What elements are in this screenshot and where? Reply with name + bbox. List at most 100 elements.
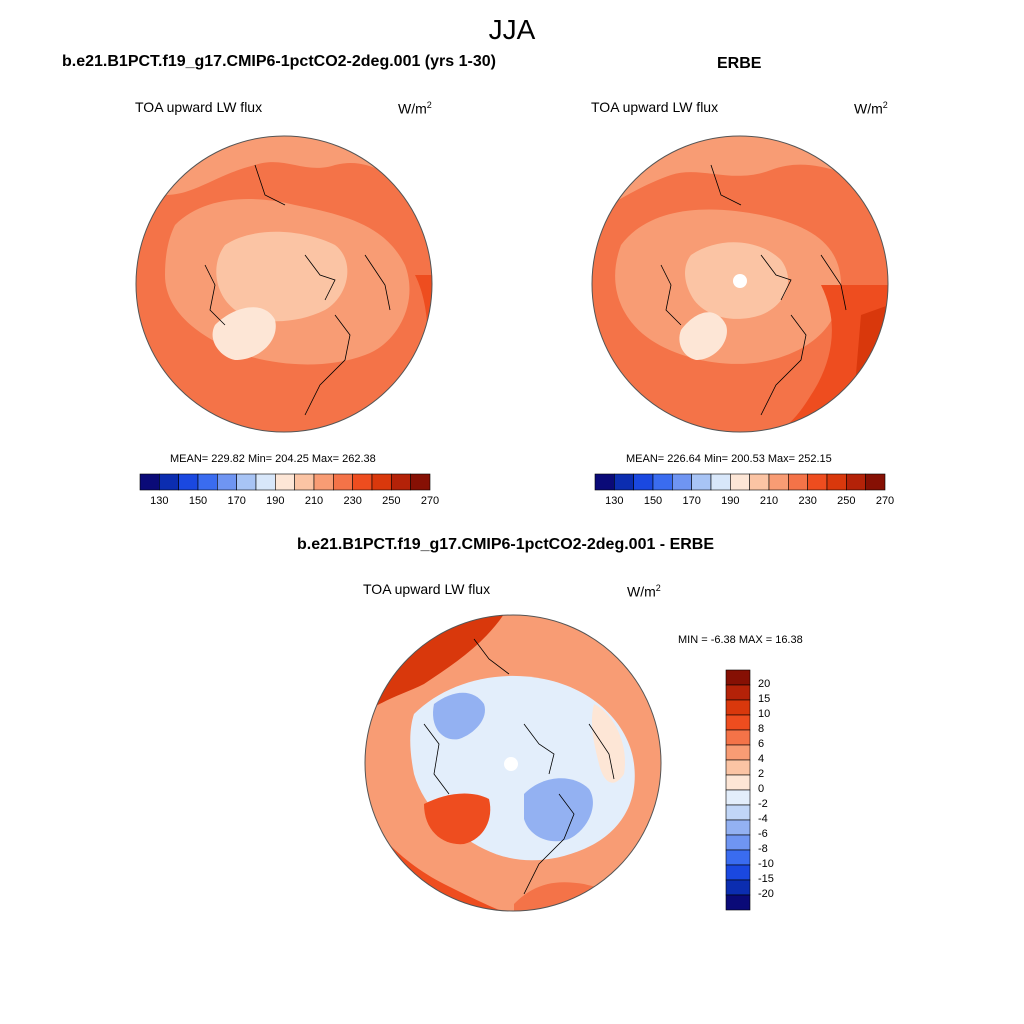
colorbar-swatch: [652, 473, 673, 491]
colorbar-tick-label: 0: [758, 783, 765, 795]
colorbar-swatch: [788, 473, 808, 491]
colorbar-swatch: [725, 729, 751, 746]
colorbar-tick-label: 20: [758, 678, 771, 690]
model-colorbar: [139, 473, 431, 491]
model-coastlines: [204, 164, 391, 416]
colorbar-tick-label: -8: [758, 843, 768, 855]
colorbar-swatch: [725, 684, 751, 701]
model-polar-map: [135, 135, 433, 433]
model-field-contour: [216, 231, 348, 322]
colorbar-swatch: [807, 473, 828, 491]
colorbar-swatch: [725, 759, 751, 776]
colorbar-swatch: [725, 864, 751, 881]
colorbar-swatch: [749, 473, 770, 491]
diff-field-contour: [424, 793, 491, 845]
colorbar-swatch: [255, 473, 276, 491]
colorbar-tick-label: 170: [682, 495, 701, 507]
colorbar-swatch: [865, 473, 886, 491]
colorbar-tick-label: 270: [875, 495, 895, 507]
colorbar-swatch: [275, 473, 295, 491]
colorbar-swatch: [725, 669, 751, 686]
colorbar-swatch: [352, 473, 373, 491]
diff-variable-label: TOA upward LW flux: [363, 581, 491, 597]
colorbar-swatch: [294, 473, 315, 491]
colorbar-tick-label: -10: [758, 858, 774, 870]
colorbar-tick-label: 150: [188, 495, 208, 507]
diff-stats-label: MIN = -6.38 MAX = 16.38: [678, 634, 803, 646]
colorbar-swatch: [725, 804, 751, 821]
model-stats-label: MEAN= 229.82 Min= 204.25 Max= 262.38: [170, 453, 376, 465]
diff-field-contour: [433, 692, 485, 740]
colorbar-swatch: [725, 879, 751, 896]
obs-polar-map: [591, 135, 889, 433]
diff-polar-map: [364, 614, 662, 912]
colorbar-tick-label: 2: [758, 768, 765, 780]
obs-stats-label: MEAN= 226.64 Min= 200.53 Max= 252.15: [626, 453, 832, 465]
colorbar-swatch: [725, 894, 751, 911]
colorbar-tick-label: 150: [643, 495, 663, 507]
colorbar-tick-label: -15: [758, 873, 774, 885]
obs-units-label: W/m2: [854, 100, 888, 117]
diff-field-contour: [591, 704, 625, 783]
diff-colorbar: [725, 669, 751, 911]
colorbar-swatch: [725, 789, 751, 806]
colorbar-tick-label: 8: [758, 723, 765, 735]
colorbar-tick-label: -2: [758, 798, 768, 810]
colorbar-swatch: [159, 473, 179, 491]
colorbar-swatch: [691, 473, 712, 491]
obs-missing-pole: [733, 274, 747, 288]
colorbar-tick-label: 230: [798, 495, 817, 507]
colorbar-swatch: [594, 473, 615, 491]
diff-field-contour: [524, 778, 593, 842]
colorbar-tick-label: -4: [758, 813, 768, 825]
colorbar-swatch: [236, 473, 257, 491]
colorbar-swatch: [725, 774, 751, 791]
diff-units-label: W/m2: [627, 583, 661, 600]
colorbar-tick-label: 4: [758, 753, 765, 765]
colorbar-swatch: [178, 473, 199, 491]
obs-panel-title: ERBE: [717, 55, 762, 72]
colorbar-swatch: [672, 473, 692, 491]
season-title: JJA: [488, 14, 536, 45]
colorbar-swatch: [730, 473, 750, 491]
colorbar-tick-label: 250: [382, 495, 401, 507]
colorbar-tick-label: 190: [266, 495, 285, 507]
colorbar-tick-label: -20: [758, 888, 774, 900]
model-map-border: [135, 135, 433, 433]
colorbar-swatch: [633, 473, 654, 491]
colorbar-swatch: [333, 473, 353, 491]
colorbar-swatch: [725, 699, 751, 716]
obs-map-border: [591, 135, 889, 433]
colorbar-swatch: [391, 473, 411, 491]
diff-coastlines: [423, 638, 615, 895]
model-variable-label: TOA upward LW flux: [135, 99, 263, 115]
colorbar-tick-label: 250: [837, 495, 856, 507]
colorbar-swatch: [139, 473, 160, 491]
colorbar-swatch: [313, 473, 334, 491]
diff-missing-pole: [504, 757, 518, 771]
colorbar-swatch: [710, 473, 731, 491]
diff-map-border: [364, 614, 662, 912]
colorbar-tick-label: 270: [420, 495, 440, 507]
colorbar-swatch: [846, 473, 866, 491]
colorbar-tick-label: -6: [758, 828, 768, 840]
colorbar-swatch: [768, 473, 789, 491]
colorbar-tick-label: 230: [343, 495, 362, 507]
colorbar-tick-label: 15: [758, 693, 771, 705]
colorbar-swatch: [614, 473, 634, 491]
colorbar-swatch: [725, 849, 751, 866]
colorbar-swatch: [725, 819, 751, 836]
obs-variable-label: TOA upward LW flux: [591, 99, 719, 115]
colorbar-tick-label: 210: [304, 495, 324, 507]
model-units-label: W/m2: [398, 100, 432, 117]
model-field-contour: [212, 307, 276, 360]
obs-coastlines: [660, 164, 847, 416]
colorbar-swatch: [725, 714, 751, 731]
obs-field-contour: [679, 312, 727, 360]
obs-colorbar: [594, 473, 886, 491]
colorbar-tick-label: 130: [150, 495, 169, 507]
colorbar-tick-label: 190: [721, 495, 740, 507]
colorbar-tick-label: 210: [759, 495, 779, 507]
colorbar-swatch: [197, 473, 218, 491]
colorbar-swatch: [217, 473, 237, 491]
